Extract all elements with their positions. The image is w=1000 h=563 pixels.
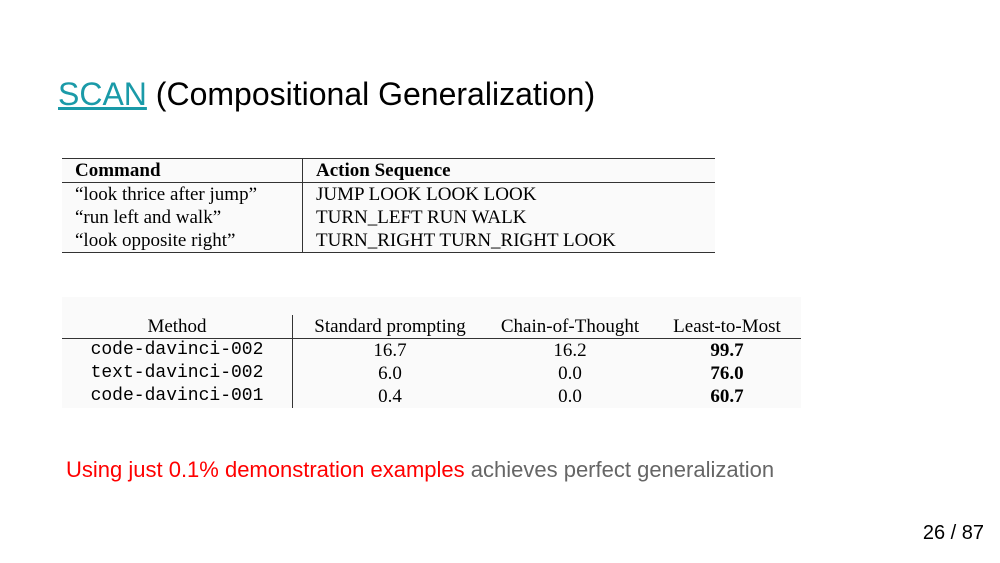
table-header-row: Method Standard prompting Chain-of-Thoug… — [62, 315, 801, 339]
page-current: 26 — [922, 522, 946, 544]
standard-prompting-cell: 0.4 — [378, 386, 402, 407]
action-sequence-cell: TURN_LEFT RUN WALK — [316, 207, 527, 228]
page-total: 87 — [961, 522, 984, 544]
table-header-row: Command Action Sequence — [62, 158, 715, 183]
scan-examples-table: Command Action Sequence “look thrice aft… — [62, 158, 715, 253]
standard-prompting-cell: 6.0 — [378, 363, 402, 384]
method-cell: code-davinci-001 — [62, 385, 293, 408]
method-cell: code-davinci-002 — [62, 338, 293, 362]
table-row: text-davinci-002 6.0 0.0 76.0 — [62, 362, 801, 385]
table-row: “look opposite right” TURN_RIGHT TURN_RI… — [62, 229, 715, 253]
chain-of-thought-cell: 16.2 — [553, 340, 587, 361]
table-row: “look thrice after jump” JUMP LOOK LOOK … — [62, 182, 715, 206]
method-cell: text-davinci-002 — [62, 362, 293, 385]
command-cell: “run left and walk” — [62, 206, 303, 229]
column-header-command: Command — [62, 158, 303, 183]
command-cell: “look opposite right” — [62, 229, 303, 253]
column-header-method: Method — [62, 315, 293, 339]
column-header-chain-of-thought: Chain-of-Thought — [500, 316, 640, 337]
page-separator: / — [945, 522, 962, 544]
table-row: “run left and walk” TURN_LEFT RUN WALK — [62, 206, 715, 229]
title-text: (Compositional Generalization) — [146, 76, 596, 112]
chain-of-thought-cell: 0.0 — [558, 386, 582, 407]
results-table-container: Method Standard prompting Chain-of-Thoug… — [62, 297, 801, 408]
results-table: Method Standard prompting Chain-of-Thoug… — [62, 315, 801, 408]
command-cell: “look thrice after jump” — [62, 182, 303, 206]
caption-highlight: Using just 0.1% demonstration examples — [66, 457, 465, 482]
slide-caption: Using just 0.1% demonstration examples a… — [66, 457, 774, 483]
scan-link[interactable]: SCAN — [58, 76, 147, 112]
action-sequence-cell: TURN_RIGHT TURN_RIGHT LOOK — [316, 230, 616, 251]
slide-title: SCAN (Compositional Generalization) — [58, 76, 595, 113]
least-to-most-cell: 99.7 — [710, 340, 744, 361]
caption-text: achieves perfect generalization — [464, 457, 775, 482]
table-row: code-davinci-001 0.4 0.0 60.7 — [62, 385, 801, 408]
least-to-most-cell: 60.7 — [710, 386, 744, 407]
standard-prompting-cell: 16.7 — [373, 340, 407, 361]
action-sequence-cell: JUMP LOOK LOOK LOOK — [316, 184, 537, 205]
chain-of-thought-cell: 0.0 — [558, 363, 582, 384]
least-to-most-cell: 76.0 — [710, 363, 744, 384]
table-row: code-davinci-002 16.7 16.2 99.7 — [62, 338, 801, 362]
column-header-least-to-most: Least-to-Most — [673, 316, 781, 337]
column-header-action-sequence: Action Sequence — [316, 160, 451, 181]
column-header-standard-prompting: Standard prompting — [314, 316, 466, 337]
page-number: 26 / 87 — [923, 522, 984, 545]
